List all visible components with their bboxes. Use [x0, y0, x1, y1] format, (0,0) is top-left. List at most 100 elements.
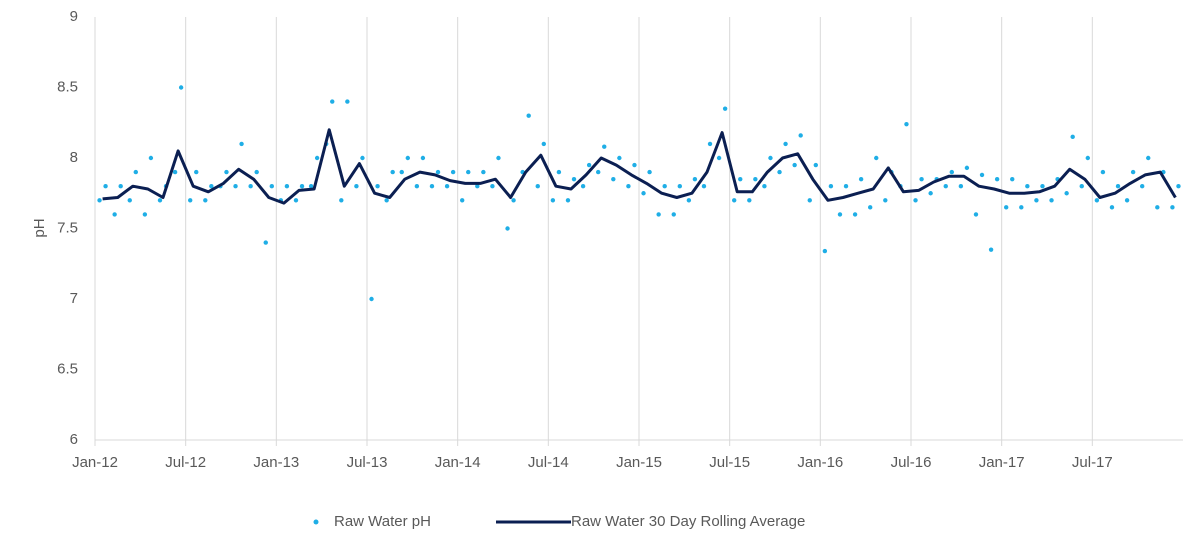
data-point	[686, 198, 692, 203]
data-point	[112, 212, 117, 217]
data-point	[233, 184, 238, 189]
y-tick-label: 8	[70, 149, 78, 166]
data-point	[602, 144, 607, 149]
data-point	[1034, 198, 1039, 203]
data-point	[148, 155, 154, 161]
y-axis-label: pH	[31, 218, 48, 237]
data-point	[807, 198, 812, 203]
data-point	[949, 169, 954, 175]
data-point	[1176, 184, 1181, 189]
data-point	[399, 169, 404, 175]
data-point	[580, 184, 586, 189]
data-point	[813, 162, 818, 168]
data-point	[565, 198, 571, 203]
data-point	[858, 176, 864, 182]
data-point	[1094, 198, 1100, 203]
data-point	[1130, 169, 1136, 175]
data-point	[707, 141, 713, 147]
data-point	[762, 184, 767, 189]
data-point	[127, 198, 132, 203]
data-point	[1124, 198, 1130, 203]
data-point	[647, 169, 652, 175]
data-point	[157, 198, 163, 203]
data-point	[369, 296, 374, 302]
y-tick-label: 9	[70, 8, 78, 25]
data-point	[133, 169, 138, 175]
data-point	[405, 155, 410, 161]
data-point	[375, 184, 380, 189]
data-point	[1064, 191, 1069, 196]
data-point	[1140, 184, 1145, 189]
y-tick-label: 7	[70, 290, 78, 307]
data-point	[209, 184, 214, 189]
data-point	[314, 155, 320, 161]
data-point	[919, 176, 924, 182]
legend-label: Raw Water 30 Day Rolling Average	[571, 513, 805, 530]
data-point	[571, 176, 577, 182]
data-point	[988, 247, 994, 252]
data-point	[677, 184, 682, 189]
data-point	[420, 155, 426, 161]
data-point	[1155, 205, 1160, 210]
data-point	[958, 184, 964, 189]
data-point	[716, 155, 722, 161]
data-point	[1079, 184, 1084, 189]
data-point	[1100, 169, 1106, 175]
x-tick-label: Jul-13	[347, 454, 388, 471]
data-point	[239, 141, 244, 147]
y-tick-label: 7.5	[57, 219, 78, 236]
data-point	[928, 191, 933, 196]
data-point	[360, 155, 365, 161]
data-point	[142, 212, 148, 217]
data-point	[883, 198, 888, 203]
data-point	[490, 184, 495, 189]
x-tick-label: Jul-16	[891, 454, 932, 471]
y-tick-label: 6	[70, 431, 78, 448]
data-point	[203, 198, 208, 203]
data-point	[505, 226, 510, 231]
data-point	[1049, 198, 1054, 203]
data-point	[753, 176, 758, 182]
data-point	[460, 198, 465, 203]
data-point	[868, 205, 873, 210]
data-point	[973, 212, 979, 217]
data-point	[384, 198, 389, 203]
data-point	[481, 169, 486, 175]
data-point	[444, 184, 450, 189]
data-point	[526, 113, 531, 118]
x-tick-label: Jan-16	[797, 454, 843, 471]
data-point	[822, 248, 828, 254]
data-point	[172, 169, 178, 175]
data-point	[224, 169, 229, 175]
data-point	[777, 169, 782, 175]
data-point	[1019, 205, 1024, 210]
data-point	[641, 191, 646, 196]
data-point	[632, 162, 637, 168]
x-tick-label: Jan-14	[435, 454, 481, 471]
data-point	[390, 169, 395, 175]
data-point	[254, 169, 259, 175]
x-tick-label: Jan-15	[616, 454, 662, 471]
data-point	[535, 184, 540, 189]
data-point	[852, 212, 858, 217]
data-point	[586, 162, 592, 168]
x-tick-label: Jan-13	[253, 454, 299, 471]
x-tick-label: Jan-17	[979, 454, 1025, 471]
data-point	[617, 155, 622, 161]
data-point	[1004, 205, 1009, 210]
data-point	[354, 184, 359, 189]
data-point	[792, 162, 797, 168]
x-tick-label: Jul-12	[165, 454, 206, 471]
data-point	[828, 184, 834, 189]
data-point	[692, 176, 698, 182]
data-point	[662, 184, 667, 189]
data-point	[414, 184, 420, 189]
data-point	[293, 198, 299, 203]
data-point	[783, 141, 788, 147]
data-point	[496, 155, 501, 161]
data-point	[798, 133, 803, 138]
line-series	[102, 128, 1177, 205]
data-point	[964, 165, 970, 171]
